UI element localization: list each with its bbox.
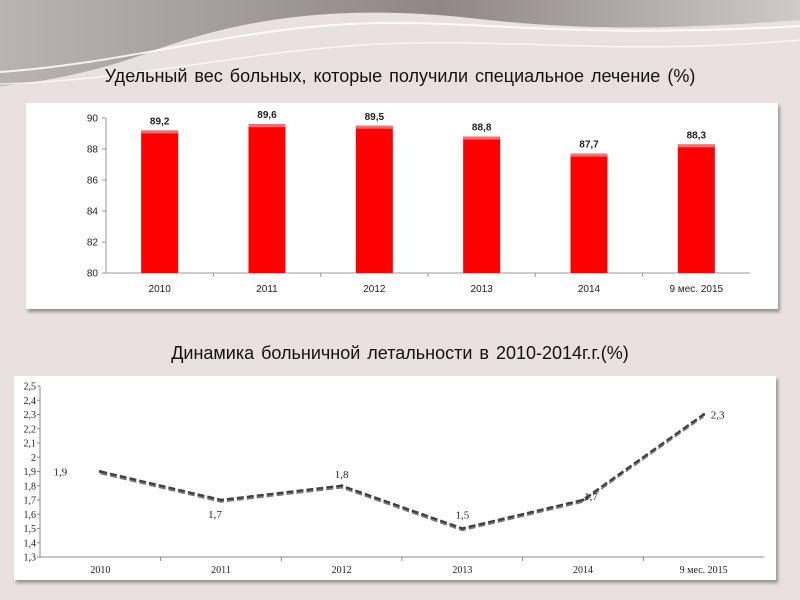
x-tick-label: 2012	[363, 284, 386, 295]
header-swoosh-decoration	[0, 0, 800, 86]
data-point	[702, 413, 706, 416]
y-tick-label: 1,8	[24, 481, 37, 492]
y-tick-label: 1,5	[24, 524, 37, 535]
data-point	[219, 498, 223, 502]
data-value-label: 1,5	[455, 510, 469, 522]
bar-chart-title: Удельный вес больных, которые получили с…	[104, 66, 696, 86]
line-chart-panel: 1,3 1,4 1,5 1,6 1,7 1,8 1,9 2 2,1 2,2 2,3 2,4 2,5 1,9…	[14, 376, 776, 580]
x-tick-label: 2012	[332, 565, 352, 576]
y-tick-label: 86	[87, 176, 99, 187]
bar-value-label: 89,6	[257, 110, 277, 121]
x-tick-label: 9 мес. 2015	[670, 284, 724, 295]
bar-highlight	[248, 124, 286, 128]
bar-highlight	[355, 125, 393, 129]
x-tick-label: 2011	[211, 565, 231, 576]
y-tick-label: 1,3	[24, 553, 37, 564]
bar-highlight	[463, 136, 501, 140]
y-tick-label: 2,5	[24, 382, 37, 393]
y-tick-label: 2	[31, 453, 36, 464]
bar	[248, 124, 286, 273]
bar	[355, 125, 393, 273]
bar	[463, 136, 501, 273]
bar	[677, 144, 715, 273]
x-tick-label: 2013	[452, 565, 472, 576]
bar-value-label: 87,7	[579, 140, 599, 151]
x-tick-label: 2014	[573, 565, 593, 576]
bar-value-label: 88,3	[687, 130, 707, 141]
data-value-label: 1,7	[584, 491, 598, 503]
x-tick-label: 9 мес. 2015	[680, 565, 728, 576]
y-tick-label: 90	[87, 114, 99, 125]
bar-highlight	[677, 144, 715, 148]
y-tick-label: 1,4	[24, 538, 37, 549]
bar-highlight	[141, 130, 179, 134]
y-tick-label: 1,7	[24, 496, 37, 507]
data-value-label: 1,8	[335, 469, 349, 481]
y-tick-label: 88	[87, 145, 99, 156]
line-chart-title: Динамика больничной летальности в 2010-2…	[171, 343, 629, 363]
y-tick-label: 2,4	[24, 396, 37, 407]
bar-value-label: 89,5	[365, 112, 385, 123]
data-point	[98, 470, 102, 473]
data-point	[340, 484, 344, 488]
x-tick-label: 2010	[149, 284, 172, 295]
data-point	[460, 527, 464, 530]
data-value-label: 2,3	[711, 410, 725, 422]
bar	[570, 153, 608, 273]
x-tick-label: 2014	[578, 284, 601, 295]
series-line	[100, 413, 705, 530]
y-tick-label: 82	[87, 238, 99, 249]
series-line-shadow	[100, 415, 705, 532]
bar-value-label: 89,2	[150, 116, 170, 127]
y-tick-label: 2,2	[24, 424, 37, 435]
bar-chart: 80 82 84 86 88 90 89,2 2010 89,6 2011 89,5 2012 88,8…	[87, 110, 750, 295]
bar	[141, 130, 179, 273]
y-tick-label: 2,3	[24, 410, 37, 421]
bar-value-label: 88,8	[472, 123, 492, 134]
x-tick-label: 2010	[90, 565, 110, 576]
y-tick-label: 1,9	[24, 467, 37, 478]
y-tick-label: 84	[87, 207, 99, 218]
y-tick-label: 1,6	[24, 510, 37, 521]
data-value-label: 1,9	[53, 467, 67, 479]
x-tick-label: 2011	[256, 284, 278, 295]
y-tick-label: 2,1	[24, 439, 37, 450]
data-value-label: 1,7	[208, 509, 222, 521]
bar-chart-panel: 80 82 84 86 88 90 89,2 2010 89,6 2011 89,5 2012 88,8…	[26, 103, 778, 309]
line-chart: 1,3 1,4 1,5 1,6 1,7 1,8 1,9 2 2,1 2,2 2,3 2,4 2,5 1,9…	[24, 382, 764, 576]
data-point	[581, 498, 585, 502]
bar-highlight	[570, 153, 608, 157]
y-tick-label: 80	[87, 269, 99, 280]
x-tick-label: 2013	[471, 284, 494, 295]
